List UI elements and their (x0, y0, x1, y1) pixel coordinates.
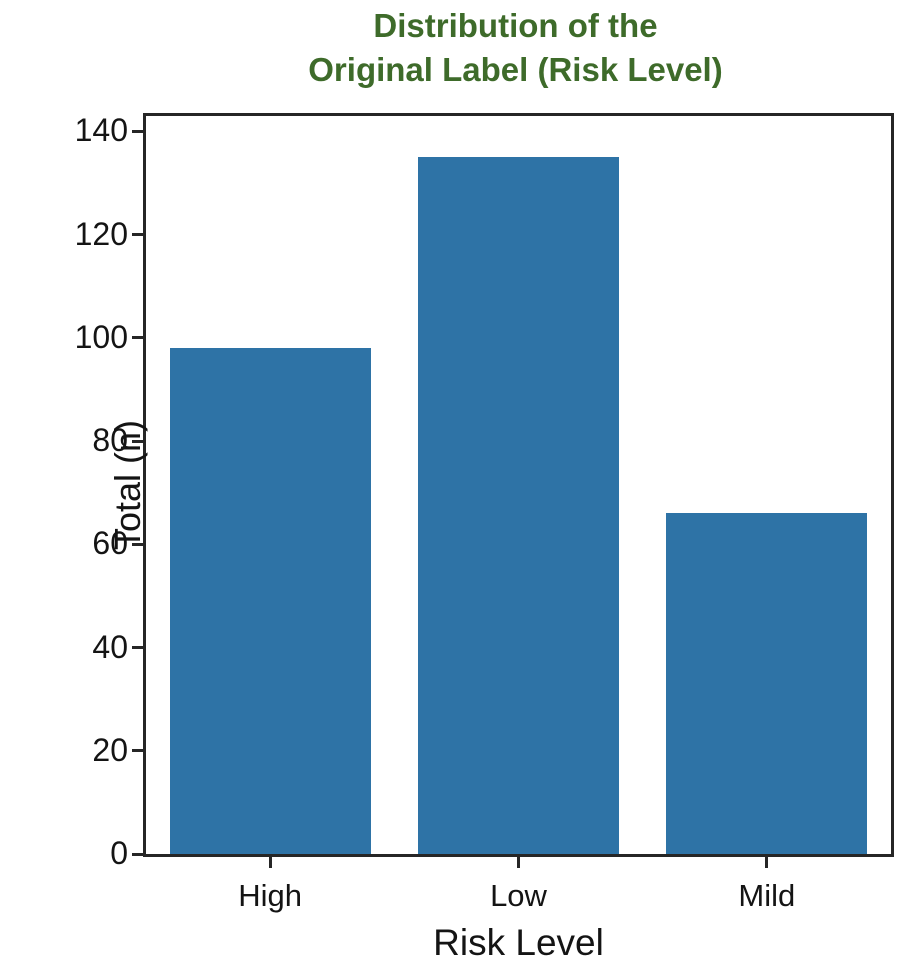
y-axis-label: Total (n) (107, 419, 148, 551)
x-axis-label: Risk Level (433, 922, 604, 963)
bar-low (418, 157, 619, 854)
y-tick-label: 80 (92, 421, 128, 458)
y-tick-label: 100 (74, 318, 128, 355)
x-tick-mark (268, 857, 272, 868)
y-tick-mark (132, 749, 143, 753)
y-tick-label: 120 (74, 215, 128, 252)
y-tick-mark (132, 439, 143, 443)
x-tick-mark (517, 857, 520, 868)
y-tick-label: 20 (92, 731, 128, 768)
x-tick-label-mild: Mild (738, 878, 796, 913)
chart-title-line2: Original Label (Risk Level) (308, 51, 723, 88)
y-tick-label: 40 (92, 628, 128, 665)
chart-title: Distribution of the Original Label (Risk… (143, 4, 888, 92)
x-tick-mark (765, 857, 769, 868)
y-tick-mark (132, 233, 143, 237)
bar-high (169, 348, 371, 854)
y-tick-mark (132, 129, 143, 133)
y-tick-label: 60 (92, 525, 128, 562)
y-tick-label: 0 (110, 834, 128, 871)
y-tick-mark (132, 646, 143, 650)
plot-area: 0 20 40 60 80 100 120 140 High Low Mild Total (n)… (75, 112, 894, 963)
y-tick-mark (132, 852, 143, 856)
bar-mild (666, 513, 868, 854)
y-tick-mark (132, 542, 143, 546)
x-tick-label-low: Low (490, 878, 547, 913)
x-tick-label-high: High (238, 878, 303, 913)
y-tick-mark (132, 336, 143, 340)
y-tick-label: 140 (74, 112, 128, 149)
chart-title-line1: Distribution of the (373, 7, 658, 44)
